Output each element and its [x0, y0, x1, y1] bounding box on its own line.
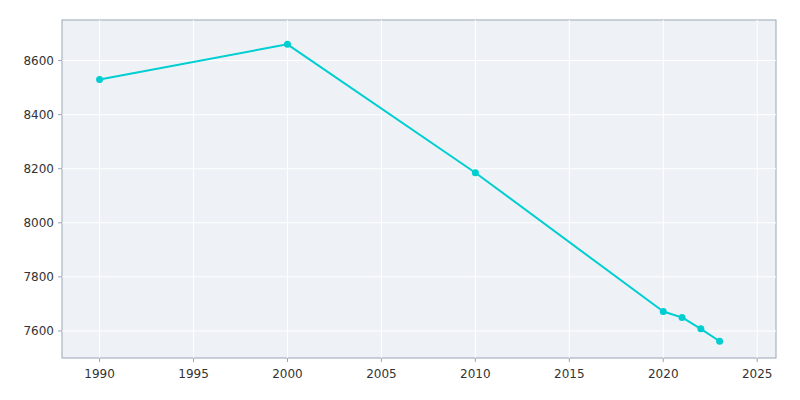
tick-x — [757, 358, 758, 362]
point — [660, 308, 667, 315]
tick-label-y: 8000 — [23, 216, 54, 230]
tick-x — [287, 358, 288, 362]
tick-label-x: 2010 — [460, 367, 491, 381]
tick-label-y: 7600 — [23, 324, 54, 338]
grid-line-y — [62, 330, 776, 331]
tick-x — [381, 358, 382, 362]
tick-label-y: 7800 — [23, 270, 54, 284]
tick-label-x: 2005 — [366, 367, 397, 381]
tick-label-y: 8600 — [23, 54, 54, 68]
grid-line-x — [663, 20, 664, 358]
grid-line-x — [569, 20, 570, 358]
chart-container: 1990 1995 2000 2005 2010 2015 2020 2025 7600 7800… — [0, 0, 800, 400]
tick-label-x: 1990 — [84, 367, 115, 381]
point — [472, 169, 479, 176]
grid-line-x — [193, 20, 194, 358]
data — [96, 41, 723, 345]
grid-line-y — [62, 168, 776, 169]
line — [100, 44, 720, 341]
point — [96, 76, 103, 83]
grid-line-y — [62, 222, 776, 223]
tick-y — [58, 114, 62, 115]
tick-label-y: 8400 — [23, 108, 54, 122]
point — [716, 338, 723, 345]
point — [284, 41, 291, 48]
tick-x — [663, 358, 664, 362]
tick-label-x: 2015 — [554, 367, 585, 381]
plot-area — [62, 20, 776, 358]
grid-line-x — [757, 20, 758, 358]
point — [697, 325, 704, 332]
grid-line-y — [62, 114, 776, 115]
tick-x — [193, 358, 194, 362]
tick-x — [475, 358, 476, 362]
grid-line-x — [381, 20, 382, 358]
tick-x — [569, 358, 570, 362]
tick-label-x: 1995 — [178, 367, 209, 381]
grid-line-x — [475, 20, 476, 358]
tick-y — [58, 222, 62, 223]
chart: 1990 1995 2000 2005 2010 2015 2020 2025 7600 7800… — [0, 0, 800, 400]
grid-line-y — [62, 276, 776, 277]
grid-line-x — [287, 20, 288, 358]
tick-label-x: 2025 — [742, 367, 773, 381]
tick-label-x: 2020 — [648, 367, 679, 381]
grid — [62, 20, 776, 358]
tick-y — [58, 276, 62, 277]
grid-line-x — [99, 20, 100, 358]
axes: 1990 1995 2000 2005 2010 2015 2020 2025 7600 7800… — [23, 54, 772, 381]
tick-y — [58, 168, 62, 169]
tick-y — [58, 60, 62, 61]
tick-label-y: 8200 — [23, 162, 54, 176]
tick-x — [99, 358, 100, 362]
grid-line-y — [62, 60, 776, 61]
tick-label-x: 2000 — [272, 367, 303, 381]
point — [679, 314, 686, 321]
tick-y — [58, 330, 62, 331]
